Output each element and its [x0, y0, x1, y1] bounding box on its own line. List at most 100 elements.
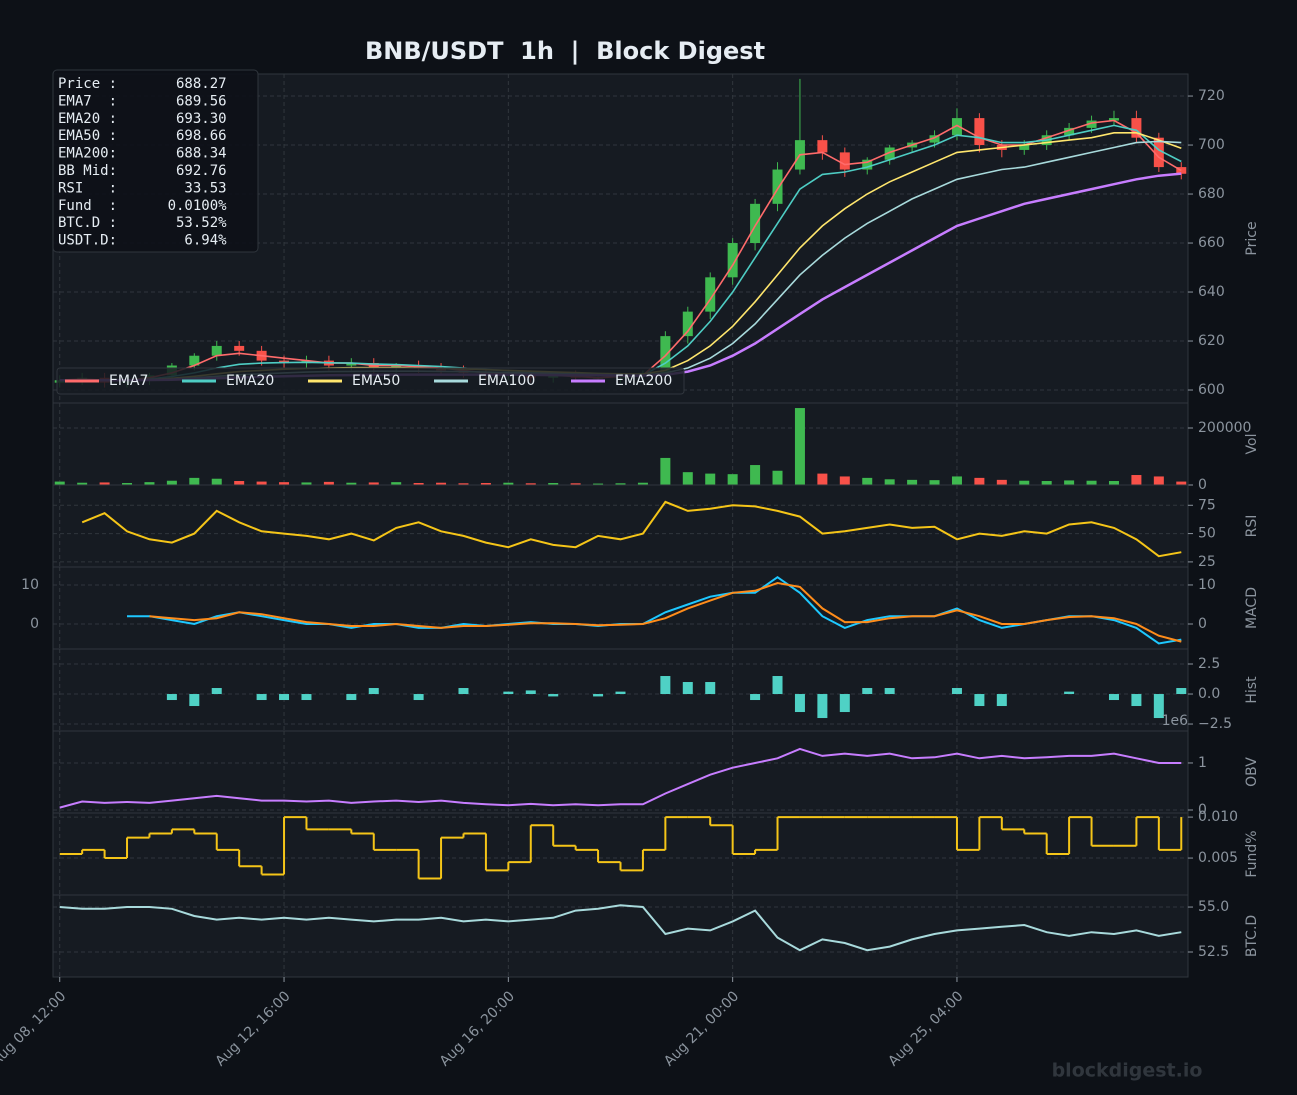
y-tick-label: 25: [1198, 554, 1216, 570]
bar: [772, 470, 783, 485]
chart-title: BNB/USDT 1h | Block Digest: [365, 37, 765, 65]
bar: [682, 682, 693, 695]
bar: [1086, 480, 1097, 485]
bar: [166, 480, 177, 485]
bar: [1153, 476, 1164, 485]
x-tick-label: Aug 08, 12:00: [0, 988, 69, 1069]
candle-body: [951, 118, 962, 136]
candle-body: [1019, 145, 1030, 150]
legend-label: EMA7: [109, 373, 148, 389]
candle-body: [727, 243, 738, 278]
bar: [1176, 688, 1187, 695]
bar: [1019, 480, 1030, 485]
y-axis-label: OBV: [1244, 757, 1260, 787]
y-tick-label: 0.010: [1198, 809, 1238, 825]
bar: [256, 694, 267, 701]
series-line: [81, 500, 1182, 558]
bar: [705, 682, 716, 695]
candle-body: [1064, 127, 1075, 136]
y-axis-label: Price: [1244, 221, 1260, 255]
bar: [951, 688, 962, 695]
candle-body: [772, 169, 783, 204]
y-tick-label: 55.0: [1198, 899, 1229, 915]
bar: [974, 477, 985, 485]
bar: [817, 473, 828, 485]
bar: [772, 676, 783, 695]
bar: [301, 694, 312, 701]
y-tick-label: 0: [1198, 616, 1207, 632]
offset-label: 1e6: [1162, 713, 1189, 729]
x-tick-label: Aug 12, 16:00: [212, 988, 293, 1069]
panel: [52, 812, 1189, 896]
series-line: [127, 575, 1182, 645]
bar: [1041, 481, 1052, 485]
bar: [615, 691, 626, 695]
bar: [144, 482, 155, 485]
bar: [211, 688, 222, 695]
bar: [929, 480, 940, 485]
bar: [458, 483, 469, 485]
y-tick-label: 640: [1198, 284, 1225, 300]
panel: [52, 730, 1189, 814]
candle-body: [211, 345, 222, 356]
info-line: BTC.D : 53.52%: [58, 215, 227, 231]
y-tick-label: 0.005: [1198, 850, 1238, 866]
bar: [951, 476, 962, 485]
bar: [323, 481, 334, 485]
bar: [548, 694, 559, 697]
bar: [660, 457, 671, 485]
y-axis-label: Hist: [1244, 676, 1260, 704]
bar: [839, 476, 850, 485]
y-tick-label: 720: [1198, 88, 1225, 104]
series-line: [59, 904, 1182, 952]
bar: [996, 694, 1007, 707]
candle-body: [839, 152, 850, 170]
candle-body: [862, 159, 873, 170]
bar: [368, 482, 379, 485]
bar: [525, 483, 536, 485]
bar: [884, 479, 895, 485]
bar: [1131, 475, 1142, 485]
bar: [750, 465, 761, 485]
bar: [1108, 481, 1119, 485]
candle-body: [750, 203, 761, 244]
bar: [122, 483, 133, 485]
x-tick-label: Aug 16, 20:00: [437, 988, 518, 1069]
bar: [503, 482, 514, 485]
y-tick-label: 200000: [1198, 420, 1251, 436]
bar: [525, 690, 536, 695]
y-tick-label-left: 10: [21, 577, 39, 593]
panel: [52, 484, 1189, 568]
bar: [368, 688, 379, 695]
bar: [794, 408, 805, 485]
bar: [166, 694, 177, 701]
y-axis-label: MACD: [1244, 587, 1260, 629]
bar: [1131, 694, 1142, 707]
candle-body: [682, 311, 693, 337]
info-line: EMA7 : 689.56: [58, 93, 227, 109]
panel: [52, 566, 1189, 650]
candle-body: [660, 336, 671, 373]
y-tick-label: 700: [1198, 137, 1225, 153]
bar: [480, 483, 491, 485]
info-box-bg: [52, 69, 259, 253]
bar: [256, 481, 267, 485]
info-line: EMA50 : 698.66: [58, 128, 227, 144]
candle-body: [1108, 118, 1119, 121]
bar: [660, 676, 671, 695]
bar: [301, 482, 312, 485]
bar: [346, 482, 357, 485]
y-tick-label: 2.5: [1198, 656, 1220, 672]
candle-body: [1153, 137, 1164, 168]
bar: [1064, 691, 1075, 695]
candle-body: [234, 345, 245, 351]
bar: [907, 479, 918, 485]
bar: [189, 477, 200, 485]
bar: [839, 694, 850, 713]
y-tick-label: 0: [1198, 477, 1207, 493]
series-line: [149, 581, 1182, 643]
y-tick-label: 50: [1198, 526, 1216, 542]
x-tick-label: Aug 25, 04:00: [885, 988, 966, 1069]
